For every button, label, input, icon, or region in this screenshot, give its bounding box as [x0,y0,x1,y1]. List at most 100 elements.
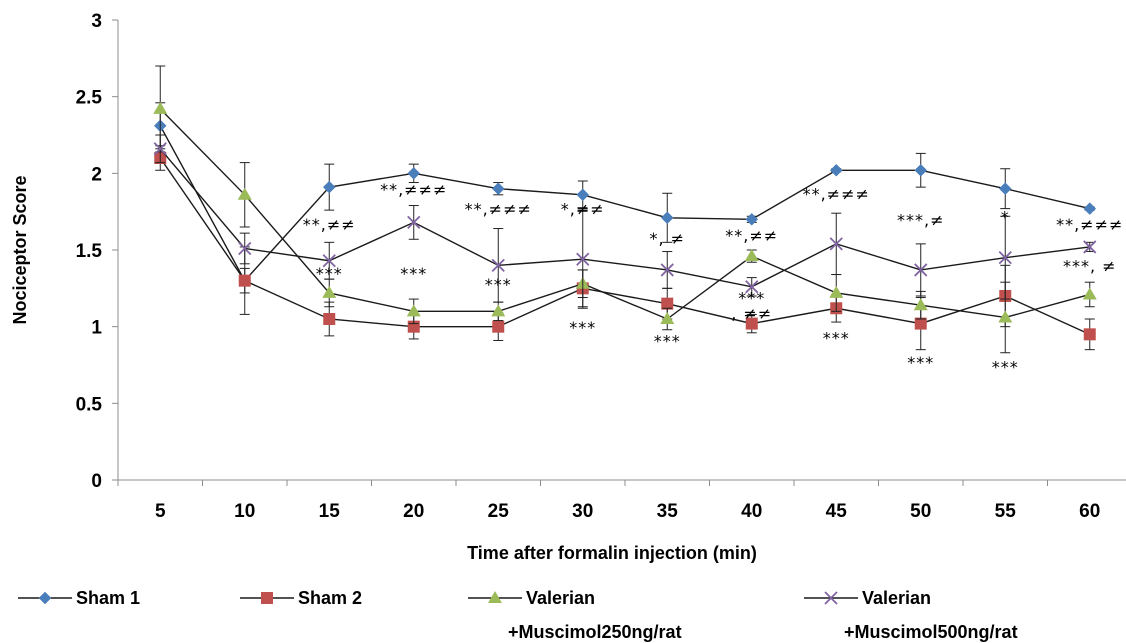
significance-annotation: **,≠≠ [725,226,778,245]
significance-annotation: **,≠≠≠ [1056,215,1123,234]
x-marker-stroke [660,263,674,277]
series-line [159,148,1090,288]
legend-marker [261,592,273,604]
data-point [153,101,168,114]
y-tick-label: 0 [91,471,102,492]
data-point [829,285,844,298]
x-tick-label: 35 [657,501,679,522]
legend-item-1: Sham 1 [18,588,140,608]
significance-annotation: *, ≠ [649,229,685,248]
legend-marker [824,591,838,605]
significance-annotation: *** [569,318,596,337]
legend-label: +Muscimol500ng/rat [844,622,1018,642]
data-point [829,237,843,251]
significance-annotation: *** [823,329,850,348]
x-marker-stroke [824,591,838,605]
x-marker-stroke [914,263,928,277]
series-line [159,108,1090,320]
legend-item-3: Valerian +Muscimol250ng/rat [468,588,682,642]
x-marker-stroke [1083,240,1097,254]
data-point [1082,287,1097,300]
significance-annotation: **,≠≠≠ [803,184,870,203]
data-point [660,312,675,324]
data-point [576,252,590,266]
data-point [323,313,336,325]
x-axis-title: Time after formalin injection (min) [467,543,757,563]
data-point [407,166,421,180]
series-4 [153,134,1097,309]
legend-label: Valerian [526,588,595,608]
legend-label: Sham 2 [298,588,362,608]
series-layer [153,65,1097,354]
data-point [237,187,252,200]
x-marker-stroke [576,252,590,266]
significance-annotation: *** [992,358,1019,377]
data-point [745,212,759,226]
x-marker-stroke [153,142,167,156]
data-point [491,182,505,196]
x-marker-stroke [829,237,843,251]
series-line [159,125,1090,282]
series-3 [153,65,1097,354]
data-point [745,317,758,330]
y-tick-label: 3 [91,11,102,32]
legend-label: Valerian [862,588,931,608]
significance-annotation: **,≠≠ [303,215,356,234]
data-point [660,211,674,225]
x-tick-label: 30 [572,501,593,522]
data-point [1083,240,1097,254]
significance-annotation: *** [738,289,765,308]
significance-annotation: *** [485,275,512,294]
x-tick-label: 15 [319,501,341,522]
data-point [153,142,167,156]
data-point [322,180,336,194]
data-point [998,251,1012,265]
data-point [238,274,251,287]
legend-marker [38,591,52,605]
data-point [744,249,759,262]
x-tick-label: 60 [1079,501,1100,522]
axes: 00.511.522.535 10 15 20 25 30 35 40 45 50 55 60 [76,11,1126,522]
legend-item-2: Sham 2 [240,588,362,608]
x-marker-stroke [491,258,505,272]
data-point [660,263,674,277]
significance-annotation: *** [316,264,343,283]
significance-annotation: ***, ≠ [1063,256,1117,275]
x-tick-label: 20 [403,501,424,522]
data-point [407,215,421,230]
y-tick-label: 0.5 [76,394,103,415]
significance-annotation: ***,≠ [897,210,945,229]
data-point [322,254,336,268]
x-tick-label: 50 [910,501,931,522]
data-point [998,310,1013,323]
series-2 [154,145,1096,351]
x-marker-stroke [998,251,1012,265]
data-point [661,297,674,310]
y-tick-label: 2.5 [76,88,103,109]
annotations-layer: **,≠≠ *** **,≠≠≠ *** **,≠≠≠ *** *,≠≠ *** *, ≠ ***… [303,180,1123,377]
significance-annotation: *** [654,332,681,351]
series-line [159,157,1091,335]
x-tick-label: 45 [826,501,848,522]
data-point [406,304,421,317]
x-tick-label: 10 [234,501,255,522]
x-marker-stroke [745,280,759,294]
x-marker-stroke [322,254,336,268]
y-axis-title: Nociceptor Score [10,175,30,324]
legend-label: Sham 1 [76,588,140,608]
data-point [491,258,505,272]
y-tick-label: 1 [91,318,102,339]
significance-annotation: *,≠≠ [561,200,605,219]
legend-label: +Muscimol250ng/rat [508,622,682,642]
legend-marker [488,591,502,603]
data-point [913,298,928,311]
significance-annotation: *** [400,264,427,283]
data-point [576,188,590,202]
x-marker-stroke [238,241,252,256]
legend: Sham 1 Sham 2 Valerian+Muscimol250ng/ratVa… [18,588,1018,642]
y-tick-label: 2 [91,164,102,185]
data-point [1083,202,1097,215]
x-tick-label: 40 [741,501,762,522]
data-point [745,280,759,294]
